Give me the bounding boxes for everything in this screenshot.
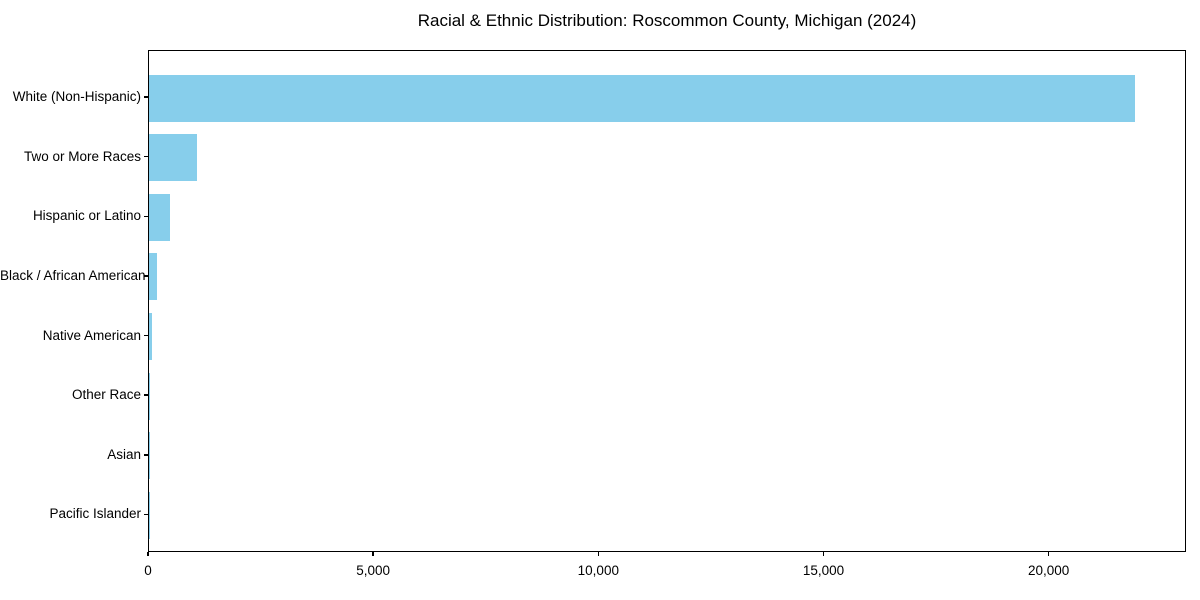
y-axis-label: Native American xyxy=(42,327,141,343)
x-tick-mark xyxy=(597,552,600,556)
x-tick-mark xyxy=(822,552,825,556)
y-axis-label: Two or More Races xyxy=(23,148,141,164)
y-tick-mark xyxy=(144,513,148,516)
y-axis-label: Black / African American xyxy=(0,267,146,283)
x-axis-tick-label: 20,000 xyxy=(1027,563,1070,578)
bar xyxy=(149,432,150,480)
y-tick-mark xyxy=(144,275,148,277)
y-axis-label: Other Race xyxy=(71,387,141,403)
bar xyxy=(149,74,1135,122)
x-tick-mark xyxy=(147,552,149,556)
chart-title: Racial & Ethnic Distribution: Roscommon … xyxy=(417,11,917,30)
y-tick-mark xyxy=(144,394,148,396)
y-axis-label: Hispanic or Latino xyxy=(32,208,141,224)
bar xyxy=(149,193,171,241)
x-tick-mark xyxy=(1047,552,1050,556)
y-axis-label: White (Non-Hispanic) xyxy=(12,89,141,104)
plot-area xyxy=(148,50,1186,552)
x-axis-tick-label: 5,000 xyxy=(356,563,391,578)
x-axis-tick-label: 15,000 xyxy=(802,563,845,578)
bar xyxy=(149,313,153,361)
y-axis-label: Pacific Islander xyxy=(49,506,141,522)
bar xyxy=(149,372,151,420)
x-axis-tick-label: 0 xyxy=(144,563,152,578)
x-tick-mark xyxy=(372,552,374,556)
y-tick-mark xyxy=(144,334,148,337)
y-tick-mark xyxy=(144,155,148,158)
y-tick-mark xyxy=(144,96,148,98)
y-tick-mark xyxy=(144,215,148,218)
bar xyxy=(149,134,197,182)
y-axis-label: Asian xyxy=(107,446,141,462)
bar xyxy=(149,253,158,301)
y-tick-mark xyxy=(144,454,148,456)
x-axis-tick-label: 10,000 xyxy=(577,563,619,578)
